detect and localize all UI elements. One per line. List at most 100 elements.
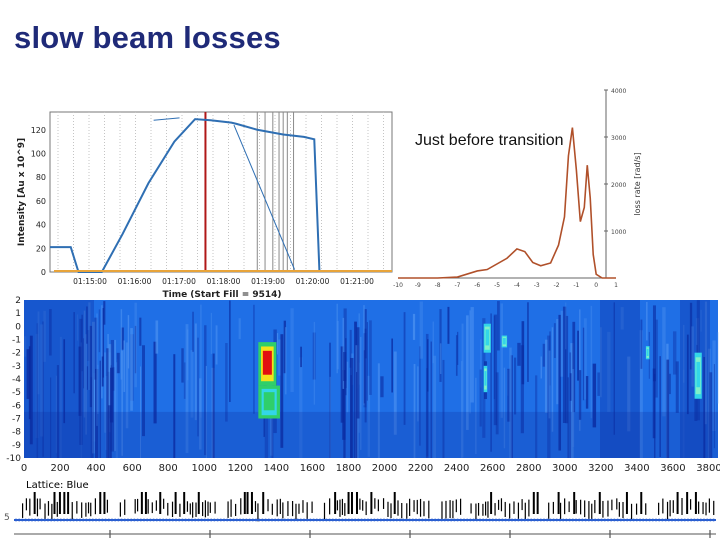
heatmap-stripe — [329, 376, 331, 458]
lattice-element — [575, 500, 577, 514]
lattice-bead — [347, 518, 351, 522]
heatmap-stripe — [356, 327, 360, 419]
lattice-element — [282, 502, 284, 519]
lattice-bead — [299, 518, 303, 522]
heatmap-stripe — [59, 336, 62, 458]
lattice-bead — [395, 518, 399, 522]
heatmap-stripe — [570, 343, 574, 458]
lattice-element — [171, 501, 174, 518]
heatmap-x-tick-label: 800 — [159, 463, 178, 474]
lattice-bead — [283, 518, 287, 522]
heatmap-stripe — [343, 352, 347, 381]
loss-y-axis-label: loss rate [rad/s] — [633, 152, 642, 215]
intensity-plot-area — [49, 111, 393, 273]
lattice-bead — [648, 518, 651, 522]
heatmap-hotspot-core — [262, 350, 272, 375]
lattice-element — [76, 501, 78, 514]
intensity-y-tick-label: 60 — [36, 197, 46, 206]
lattice-element — [423, 501, 425, 517]
lattice-element — [204, 500, 206, 518]
heatmap-stripe — [367, 375, 371, 457]
lattice-bead — [526, 518, 530, 522]
heatmap-stripe — [460, 361, 463, 458]
lattice-element — [377, 499, 379, 512]
heatmap-stripe — [56, 365, 60, 458]
heatmap-x-tick-label: 1800 — [336, 463, 361, 474]
lattice-bead — [184, 518, 188, 522]
lattice-bead — [529, 518, 533, 522]
lattice-bead — [667, 518, 671, 522]
loss-x-tick-label: -9 — [415, 282, 421, 289]
lattice-element — [306, 502, 308, 521]
lattice-element — [607, 500, 609, 517]
lattice-bead — [446, 518, 450, 522]
lattice-label: Lattice: Blue — [26, 480, 89, 491]
lattice-bead — [622, 518, 626, 522]
heatmap-y-tick-label: -6 — [12, 401, 21, 411]
loss-x-tick-label: -4 — [514, 282, 520, 289]
lattice-element — [557, 492, 560, 514]
heatmap-stripe — [349, 329, 352, 368]
heatmap-stripe — [413, 363, 416, 458]
heatmap-stripe — [106, 348, 109, 458]
lattice-element — [568, 501, 570, 513]
heatmap-stripe — [123, 340, 126, 392]
loss-y-tick-label: 4000 — [611, 88, 626, 95]
lattice-bead — [462, 518, 466, 522]
lattice-bead — [590, 518, 594, 522]
heatmap-stripe — [675, 361, 679, 413]
lattice-bead — [33, 518, 37, 522]
heatmap-hotspot-core — [503, 337, 506, 345]
lattice-element — [81, 502, 83, 518]
lattice-element — [189, 503, 191, 515]
heatmap-stripe — [442, 359, 445, 458]
lattice-element — [53, 492, 56, 514]
lattice-bead — [616, 518, 619, 522]
lattice-bead — [187, 518, 191, 522]
heatmap-stripe — [578, 370, 582, 420]
heatmap-x-tick-label: 1000 — [192, 463, 217, 474]
lattice-bead — [577, 518, 581, 522]
lattice-bead — [315, 518, 319, 522]
lattice-bead — [216, 518, 220, 522]
heatmap-stripe — [620, 307, 624, 330]
heatmap-stripe — [101, 305, 103, 399]
heatmap-x-tick-label: 3600 — [660, 463, 685, 474]
lattice-bead — [62, 518, 66, 522]
lattice-element — [243, 492, 246, 514]
heatmap-stripe — [707, 348, 711, 458]
lattice-element — [524, 502, 526, 520]
lattice-element — [708, 498, 710, 513]
intensity-y-tick-label: 40 — [36, 221, 46, 230]
lattice-bead — [280, 518, 283, 522]
lattice-element — [230, 499, 232, 517]
loss-x-tick-label: -7 — [454, 282, 460, 289]
lattice-bead — [331, 518, 335, 522]
heatmap-stripe — [469, 310, 471, 414]
heatmap-stripe — [110, 339, 115, 452]
lattice-element — [521, 499, 523, 511]
lattice-bead — [638, 518, 642, 522]
heatmap-stripe — [590, 305, 593, 419]
lattice-bead — [641, 518, 645, 522]
lattice-bead — [344, 518, 347, 522]
heatmap-stripe — [377, 363, 380, 458]
lattice-bead — [632, 518, 635, 522]
lattice-bead — [699, 518, 703, 522]
lattice-bead — [270, 518, 274, 522]
lattice-element — [183, 492, 186, 514]
heatmap-stripe — [430, 341, 432, 458]
lattice-bead — [225, 518, 229, 522]
lattice-bead — [392, 518, 395, 522]
lattice-bead — [200, 518, 204, 522]
lattice-bead — [619, 518, 623, 522]
lattice-bead — [440, 518, 443, 522]
lattice-bead — [565, 518, 568, 522]
heatmap-stripe — [83, 338, 85, 389]
lattice-bead — [360, 518, 363, 522]
heatmap-stripe — [92, 373, 96, 442]
lattice-bead — [174, 518, 178, 522]
heatmap-stripe — [597, 372, 600, 396]
marker-triangle — [153, 117, 180, 121]
heatmap-stripe — [185, 324, 189, 454]
